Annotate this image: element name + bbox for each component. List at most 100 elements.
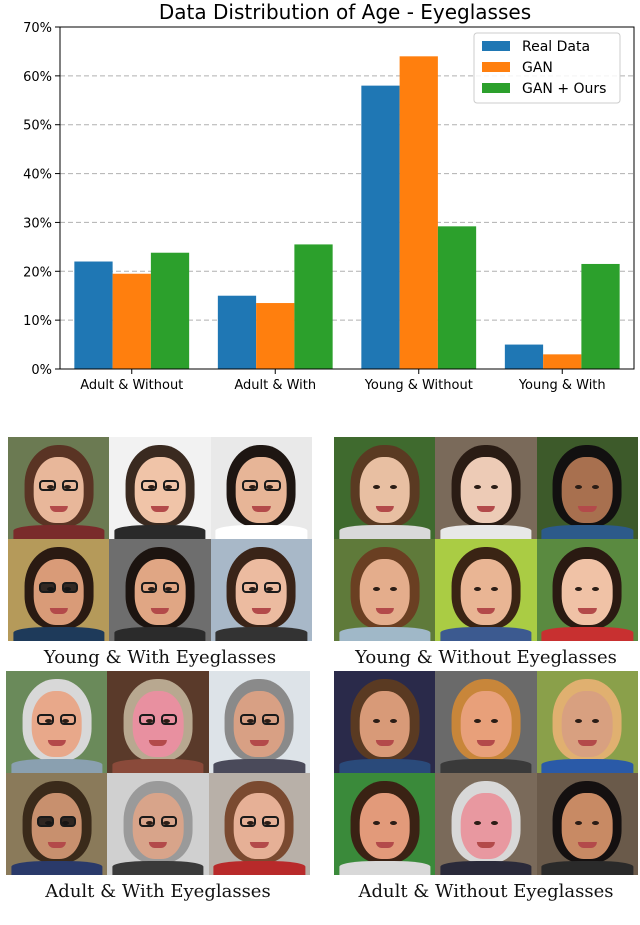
shirt <box>112 860 204 875</box>
shirt <box>13 524 105 539</box>
eyeglasses-icon <box>264 479 281 492</box>
mouth <box>148 740 168 747</box>
shirt <box>114 524 206 539</box>
eyeglasses-icon <box>264 581 281 594</box>
legend-box <box>473 32 621 104</box>
shirt <box>339 524 431 539</box>
mouth <box>476 842 496 849</box>
mouth <box>49 506 68 513</box>
shirt <box>440 860 532 875</box>
face-photo <box>435 539 537 641</box>
y-tick-label: 70% <box>23 21 52 36</box>
face-photo <box>210 539 312 641</box>
mouth <box>578 608 597 615</box>
face-grid <box>334 671 638 875</box>
eye <box>473 484 481 490</box>
face-photo <box>109 437 211 539</box>
face-photo <box>109 539 211 641</box>
eye <box>389 820 397 826</box>
face-photo <box>107 671 209 773</box>
shirt <box>112 758 204 773</box>
mouth <box>375 608 394 615</box>
eye <box>491 718 499 724</box>
panel-caption: Adult & With Eyeglasses <box>45 881 271 902</box>
eye <box>372 820 380 826</box>
face-grid <box>8 437 312 641</box>
eyeglasses-icon <box>262 815 279 828</box>
eyeglasses-icon <box>262 713 279 726</box>
bar-gan-ours <box>581 263 620 369</box>
eye <box>44 718 52 724</box>
shirt <box>215 524 307 539</box>
eye <box>592 586 600 592</box>
eyeglasses-icon <box>37 815 54 828</box>
eye <box>63 484 71 490</box>
shirt <box>440 524 532 539</box>
eye <box>473 586 481 592</box>
eye <box>249 484 257 490</box>
panel-caption: Young & With Eyeglasses <box>43 647 277 668</box>
bar-real-data <box>361 85 400 369</box>
shirt <box>215 626 307 641</box>
y-tick-label: 0% <box>31 363 52 378</box>
bar-real-data <box>217 295 257 369</box>
face <box>359 559 410 625</box>
eye <box>372 484 380 490</box>
eyeglasses-icon <box>140 479 157 492</box>
eye <box>147 484 155 490</box>
legend-label: GAN + Ours <box>522 81 606 97</box>
face-photo <box>208 773 310 875</box>
shirt <box>13 626 105 641</box>
bar-gan-ours <box>150 252 190 369</box>
panel-adult-without: Adult & Without Eyeglasses <box>334 671 638 902</box>
legend: Real Data GAN GAN + Ours <box>473 32 621 104</box>
face-photo <box>334 437 436 539</box>
legend-label: Real Data <box>522 39 590 55</box>
eyeglasses-icon <box>61 479 78 492</box>
eyeglasses-icon <box>240 713 257 726</box>
eye <box>592 484 600 490</box>
eyeglasses-icon <box>59 713 76 726</box>
y-tick-label: 60% <box>23 70 52 85</box>
bar-gan <box>112 273 151 369</box>
eye <box>61 718 69 724</box>
face <box>359 793 410 859</box>
eye <box>473 718 481 724</box>
eye <box>491 586 499 592</box>
eyeglasses-icon <box>140 581 157 594</box>
mouth <box>47 740 66 747</box>
mouth <box>476 506 496 513</box>
mouth <box>375 842 394 849</box>
eye <box>264 820 272 826</box>
eye <box>266 586 274 592</box>
eye <box>147 586 155 592</box>
eye <box>163 820 171 826</box>
face-photo <box>107 773 209 875</box>
bar-chart: Data Distribution of Age - Eyeglasses 0%… <box>23 0 635 393</box>
eye <box>247 820 255 826</box>
face <box>460 457 512 523</box>
eye <box>592 718 600 724</box>
plot-frame <box>59 26 635 370</box>
shirt <box>541 524 633 539</box>
mouth <box>150 506 170 513</box>
shirt <box>440 626 532 641</box>
mouth <box>476 608 496 615</box>
mouth <box>250 740 269 747</box>
face-photo <box>536 437 638 539</box>
bar-gan-ours <box>294 244 333 369</box>
shirt <box>440 758 532 773</box>
legend-label: GAN <box>522 60 553 76</box>
eye <box>266 484 274 490</box>
eyeglasses-icon <box>242 581 259 594</box>
x-tick-label: Adult & With <box>234 378 316 393</box>
eye <box>145 820 153 826</box>
eyeglasses-icon <box>161 713 178 726</box>
y-tick-label: 40% <box>23 168 52 183</box>
face-photo <box>435 671 537 773</box>
eye <box>372 586 380 592</box>
eye <box>264 718 272 724</box>
bar-gan <box>399 56 438 370</box>
eye <box>473 820 481 826</box>
eye <box>575 718 583 724</box>
